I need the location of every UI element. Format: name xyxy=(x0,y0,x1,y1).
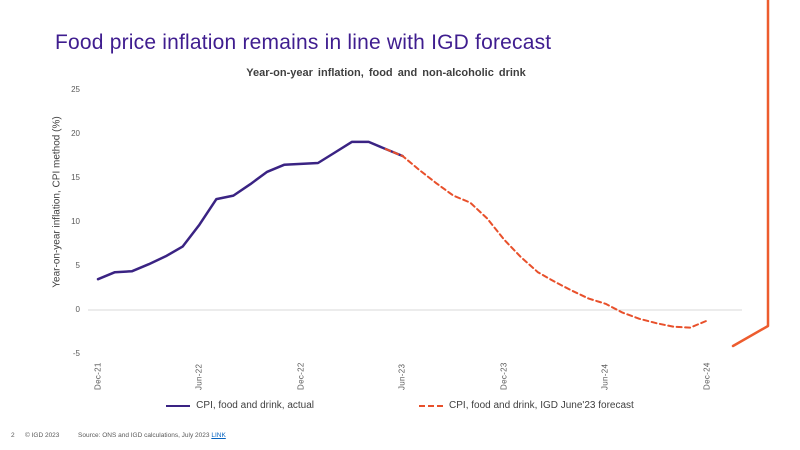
source-link[interactable]: LINK xyxy=(211,432,226,439)
forecast-series-line xyxy=(384,148,709,329)
y-tick-neg5: -5 xyxy=(72,349,80,358)
slide-title: Food price inflation remains in line wit… xyxy=(55,31,552,54)
x-tick-jun-24: Jun-24 xyxy=(600,363,610,390)
y-tick-20: 20 xyxy=(71,129,80,138)
legend-item-actual: CPI, food and drink, actual xyxy=(166,400,314,411)
x-tick-dec-23: Dec-23 xyxy=(499,362,509,390)
chart-title: Year-on-year inflation, food and non-alc… xyxy=(246,67,526,79)
x-tick-dec-24: Dec-24 xyxy=(702,362,712,390)
x-tick-jun-22: Jun-22 xyxy=(194,363,204,390)
y-tick-25: 25 xyxy=(71,85,80,94)
page-number: 2 xyxy=(11,432,15,439)
dashed-line-swatch-icon xyxy=(419,404,444,407)
source-label: Source: ONS and IGD calculations, July 2… xyxy=(78,432,210,439)
x-tick-dec-22: Dec-22 xyxy=(296,362,306,390)
y-tick-15: 15 xyxy=(71,173,80,182)
y-tick-5: 5 xyxy=(75,261,80,270)
legend-label-forecast: CPI, food and drink, IGD June'23 forecas… xyxy=(449,400,634,411)
x-tick-jun-23: Jun-23 xyxy=(397,363,407,390)
legend-label-actual: CPI, food and drink, actual xyxy=(196,400,315,411)
source-text: Source: ONS and IGD calculations, July 2… xyxy=(78,432,226,439)
solid-line-swatch-icon xyxy=(166,404,191,407)
y-tick-0: 0 xyxy=(75,305,80,314)
copyright-text: © IGD 2023 xyxy=(25,432,60,439)
chart-legend: CPI, food and drink, actual CPI, food an… xyxy=(88,400,712,411)
y-tick-10: 10 xyxy=(71,217,80,226)
legend-item-forecast: CPI, food and drink, IGD June'23 forecas… xyxy=(419,400,634,411)
slide-footer: 2 © IGD 2023 Source: ONS and IGD calcula… xyxy=(0,429,800,445)
actual-series-line xyxy=(96,140,404,281)
x-tick-dec-21: Dec-21 xyxy=(93,362,103,390)
